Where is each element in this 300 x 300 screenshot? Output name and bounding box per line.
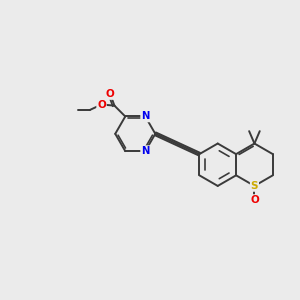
Text: S: S	[251, 181, 258, 191]
Text: O: O	[97, 100, 106, 110]
Text: O: O	[250, 195, 259, 205]
Text: N: N	[141, 112, 149, 122]
Text: O: O	[106, 89, 115, 99]
Text: N: N	[141, 146, 149, 156]
